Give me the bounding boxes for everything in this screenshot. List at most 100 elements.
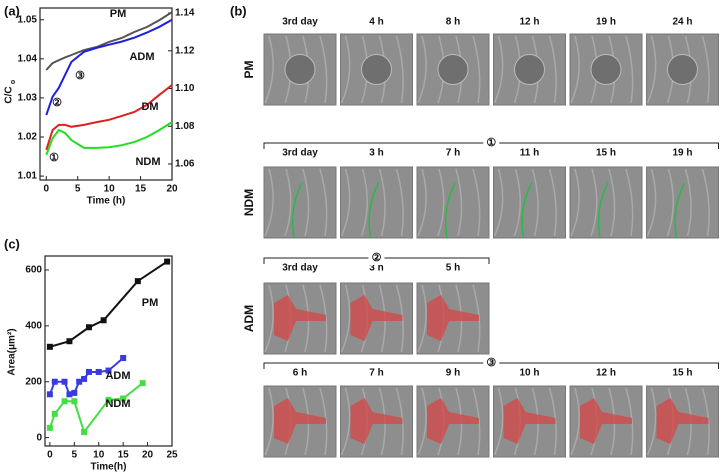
cell-texture xyxy=(608,168,616,237)
annotation: ② xyxy=(52,97,62,109)
cell-body xyxy=(437,54,469,85)
cell-texture xyxy=(625,35,634,104)
cell-texture xyxy=(340,387,351,456)
cell-texture xyxy=(493,35,504,104)
x-tick-label: 20 xyxy=(166,184,178,195)
marker xyxy=(51,378,58,385)
x-tick-label: 25 xyxy=(166,450,178,461)
cell-body xyxy=(514,54,545,85)
marker xyxy=(66,338,73,345)
panel-label: (b) xyxy=(230,3,247,18)
cell-texture xyxy=(417,35,427,104)
x-tick-label: 10 xyxy=(93,450,105,461)
neurite-trace xyxy=(597,182,609,239)
neurite-trace xyxy=(291,182,303,239)
cell-texture xyxy=(395,168,404,237)
cell-texture xyxy=(417,168,427,237)
marker xyxy=(134,278,141,285)
neurite-trace xyxy=(368,182,380,239)
series-label: DM xyxy=(141,101,158,113)
marker xyxy=(76,378,83,385)
y2-tick-label: 1.08 xyxy=(175,121,195,132)
marker xyxy=(51,410,58,417)
y-tick-label: 1.04 xyxy=(18,53,38,64)
time-label: 3rd day xyxy=(282,263,318,274)
y-axis-label: Area(μm²) xyxy=(7,328,18,375)
cell-texture xyxy=(666,168,674,237)
marker xyxy=(95,368,102,375)
cell-texture xyxy=(548,387,557,456)
cell-texture xyxy=(319,387,328,456)
cell-texture xyxy=(701,35,710,104)
cell-body xyxy=(361,54,392,85)
cell-texture xyxy=(570,168,580,237)
y2-tick-label: 1.06 xyxy=(175,159,195,170)
marker xyxy=(81,375,88,382)
micrograph xyxy=(340,166,413,239)
marker xyxy=(139,380,146,387)
marker xyxy=(61,398,68,405)
series-line xyxy=(45,84,173,151)
time-label: 6 h xyxy=(293,368,307,379)
bracket-label: ① xyxy=(486,137,496,149)
cell-texture xyxy=(264,387,274,456)
x-tick-label: 0 xyxy=(44,184,50,195)
cell-texture xyxy=(472,35,481,104)
y-tick-label: 1.03 xyxy=(18,93,38,104)
cell-texture xyxy=(513,168,521,237)
time-label: 7 h xyxy=(446,148,460,159)
marker xyxy=(105,396,112,403)
cell-body xyxy=(667,54,698,85)
y-tick-label: 1.01 xyxy=(18,171,38,182)
cell-texture xyxy=(264,35,274,104)
panel-label: (a) xyxy=(4,3,20,18)
bracket-label: ② xyxy=(372,252,382,264)
cell-texture xyxy=(378,168,386,237)
time-label: 12 h xyxy=(596,368,616,379)
cell-texture xyxy=(395,284,404,353)
cell-overlay xyxy=(274,295,326,341)
marker xyxy=(85,324,92,331)
time-label: 19 h xyxy=(596,17,616,28)
marker xyxy=(66,391,73,398)
marker xyxy=(164,258,171,265)
series-label: PM xyxy=(142,297,159,309)
marker xyxy=(71,398,78,405)
cell-texture xyxy=(302,168,310,237)
series-line xyxy=(45,121,173,156)
marker xyxy=(46,424,53,431)
row-label: PM xyxy=(242,60,256,78)
time-label: 8 h xyxy=(446,17,460,28)
series-label: NDM xyxy=(105,398,130,410)
cell-texture xyxy=(625,387,634,456)
y2-tick-label: 1.10 xyxy=(175,83,195,94)
y-tick-label: 600 xyxy=(25,265,42,276)
cell-texture xyxy=(701,387,710,456)
micrograph xyxy=(416,166,490,239)
cell-texture xyxy=(531,168,539,237)
micrograph xyxy=(263,166,337,239)
cell-overlay xyxy=(427,295,479,341)
cell-texture xyxy=(437,168,445,237)
cell-texture xyxy=(340,35,351,104)
y-tick-label: 400 xyxy=(25,320,42,331)
series-label: PM xyxy=(110,8,127,20)
marker xyxy=(81,429,88,436)
series-line xyxy=(45,18,173,116)
cell-overlay xyxy=(656,398,709,444)
plot-frame xyxy=(39,7,173,181)
cell-texture xyxy=(340,284,351,353)
cell-texture xyxy=(319,35,328,104)
row-label: ADM xyxy=(242,305,256,332)
x-tick-label: 0 xyxy=(47,450,53,461)
cell-texture xyxy=(590,168,598,237)
y-tick-label: 0 xyxy=(36,432,42,443)
row-label: NDM xyxy=(242,189,256,216)
y2-tick-label: 1.12 xyxy=(175,45,195,56)
y-tick-label: 1.02 xyxy=(18,132,38,143)
x-tick-label: 10 xyxy=(104,184,116,195)
marker xyxy=(61,378,68,385)
y-tick-label: 200 xyxy=(25,376,42,387)
cell-texture xyxy=(548,168,557,237)
neurite-trace xyxy=(674,182,686,239)
